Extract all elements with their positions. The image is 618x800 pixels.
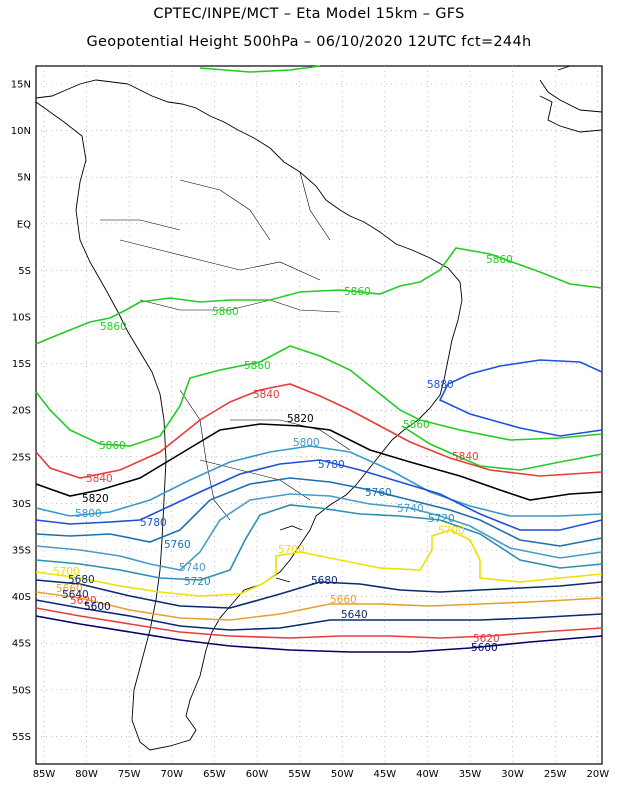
- label-5740: 5740: [397, 503, 424, 515]
- contour-5860-north: [199, 65, 321, 73]
- longitude-label: 75W: [118, 769, 141, 780]
- longitude-labels: 85W 80W 75W 70W 65W 60W 55W 50W 45W 40W 35W 30W 25W 2…: [33, 769, 610, 780]
- label-5700: 5700: [278, 544, 305, 556]
- label-5820: 5820: [287, 413, 314, 425]
- contour-5860-main: [35, 247, 603, 345]
- map-title: CPTEC/INPE/MCT – Eta Model 15km – GFS: [153, 6, 465, 22]
- south-america-coast: [35, 79, 463, 751]
- label-5840: 5840: [86, 473, 113, 485]
- latitude-label: 50S: [12, 685, 31, 696]
- latitude-label: 10N: [11, 126, 31, 137]
- label-5800: 5800: [75, 508, 102, 520]
- latitude-label: 10S: [12, 313, 31, 324]
- longitude-label: 30W: [501, 769, 524, 780]
- contour-5640: [35, 599, 603, 631]
- contour-5660: [35, 591, 603, 621]
- latitude-label: 5S: [18, 266, 31, 277]
- label-5860: 5860: [344, 286, 371, 298]
- longitude-label: 35W: [459, 769, 482, 780]
- longitude-label: 50W: [331, 769, 354, 780]
- label-5620: 5620: [473, 633, 500, 645]
- rio-de-la-plata: [279, 525, 303, 531]
- longitude-label: 80W: [75, 769, 98, 780]
- contour-lines: [35, 65, 603, 653]
- latitude-label: EQ: [17, 219, 31, 230]
- contour-5740: [35, 493, 603, 571]
- label-5860: 5860: [99, 440, 126, 452]
- label-5660: 5660: [330, 594, 357, 606]
- contour-5800: [35, 445, 603, 517]
- contour-5820: [35, 423, 603, 501]
- label-5860: 5860: [403, 419, 430, 431]
- label-5880: 5880: [427, 379, 454, 391]
- label-5620: 5620: [70, 595, 97, 607]
- label-5860: 5860: [244, 360, 271, 372]
- label-5740: 5740: [179, 562, 206, 574]
- label-5640: 5640: [62, 589, 89, 601]
- label-5780: 5780: [318, 459, 345, 471]
- latitude-label: 40S: [12, 592, 31, 603]
- latitude-label: 35S: [12, 546, 31, 557]
- label-5840: 5840: [452, 451, 479, 463]
- label-5660: 5660: [56, 583, 83, 595]
- contour-5620: [35, 607, 603, 639]
- latitude-label: 20S: [12, 406, 31, 417]
- contour-5860-tail: [401, 425, 603, 471]
- coast-detail: [275, 577, 291, 583]
- label-5860: 5860: [100, 321, 127, 333]
- map-subtitle: Geopotential Height 500hPa – 06/10/2020 …: [86, 34, 532, 50]
- label-5760: 5760: [365, 487, 392, 499]
- label-5700: 5700: [438, 525, 465, 537]
- africa-coast: [539, 65, 603, 113]
- label-5700: 5700: [53, 566, 80, 578]
- label-5720: 5720: [184, 576, 211, 588]
- longitude-label: 70W: [160, 769, 183, 780]
- latitude-label: 55S: [12, 732, 31, 743]
- label-5680: 5680: [68, 574, 95, 586]
- label-5600: 5600: [471, 642, 498, 654]
- contour-5780: [35, 459, 603, 531]
- latitude-label: 45S: [12, 639, 31, 650]
- contour-5840: [35, 383, 603, 479]
- label-5640: 5640: [341, 609, 368, 621]
- longitude-label: 60W: [246, 769, 269, 780]
- longitude-label: 85W: [33, 769, 56, 780]
- label-5800: 5800: [293, 437, 320, 449]
- label-5720: 5720: [428, 513, 455, 525]
- label-5840: 5840: [253, 389, 280, 401]
- contour-5860-south: [35, 345, 603, 447]
- longitude-label: 40W: [416, 769, 439, 780]
- contour-5880: [438, 359, 603, 437]
- longitude-label: 45W: [373, 769, 396, 780]
- contour-5680: [35, 579, 603, 609]
- longitude-label: 20W: [586, 769, 609, 780]
- contour-5600: [35, 615, 603, 653]
- label-5600: 5600: [84, 601, 111, 613]
- map-frame: [35, 65, 603, 765]
- label-5760: 5760: [164, 539, 191, 551]
- contour-5760: [35, 477, 603, 547]
- label-5680: 5680: [311, 575, 338, 587]
- contour-labels: 5860 5860 5860 5860 5860 5860 5860 5880 …: [53, 254, 513, 654]
- latitude-label: 30S: [12, 499, 31, 510]
- latitude-label: 15N: [11, 80, 31, 91]
- latitude-labels: 15N 10N 5N EQ 5S 10S 15S 20S 25S 30S 35S 40S 45S 50S 5…: [11, 80, 31, 743]
- country-borders: [100, 171, 351, 521]
- label-5860: 5860: [212, 306, 239, 318]
- label-5860: 5860: [486, 254, 513, 266]
- longitude-label: 55W: [288, 769, 311, 780]
- contour-5700: [35, 529, 603, 597]
- latitude-label: 5N: [17, 173, 31, 184]
- longitude-label: 65W: [203, 769, 226, 780]
- contour-5720: [35, 504, 603, 581]
- africa-coast-2: [539, 95, 603, 133]
- latitude-label: 25S: [12, 452, 31, 463]
- longitude-label: 25W: [544, 769, 567, 780]
- latitude-label: 15S: [12, 359, 31, 370]
- label-5780: 5780: [140, 517, 167, 529]
- coastline: [35, 65, 603, 751]
- label-5820: 5820: [82, 493, 109, 505]
